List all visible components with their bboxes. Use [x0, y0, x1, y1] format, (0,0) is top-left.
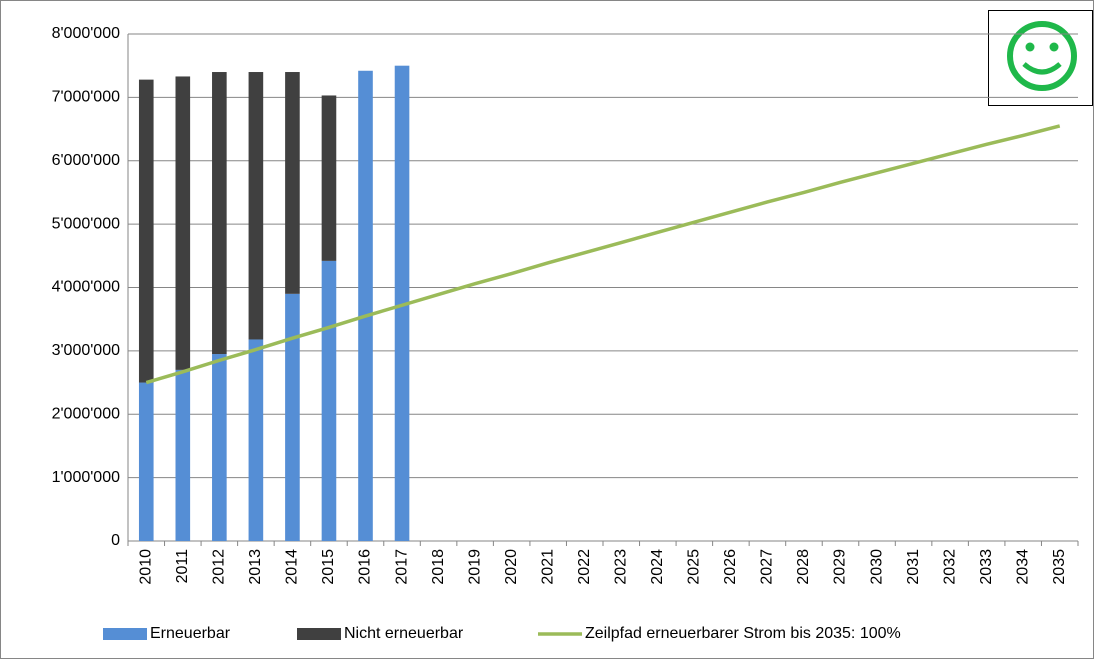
- bar: [138, 79, 154, 383]
- y-tick-label: 6'000'000: [52, 152, 121, 169]
- x-tick-label: 2024: [649, 549, 666, 585]
- bar: [138, 382, 154, 541]
- y-tick-label: 8'000'000: [52, 25, 121, 42]
- smiley-icon: [988, 10, 1093, 106]
- x-tick-label: 2014: [284, 549, 301, 585]
- x-tick-label: 2021: [539, 549, 556, 585]
- line: [145, 124, 1061, 385]
- x-tick-label: 2033: [978, 549, 995, 585]
- x-tick-label: 2015: [320, 549, 337, 585]
- y-tick-label: 3'000'000: [52, 342, 121, 359]
- legend-label: Nicht erneuerbar: [344, 625, 464, 642]
- x-tick-label: 2034: [1014, 549, 1031, 585]
- bar: [248, 72, 264, 340]
- legend-label: Zeilpfad erneuerbarer Strom bis 2035: 10…: [585, 625, 901, 642]
- x-tick-label: 2031: [905, 549, 922, 585]
- bar: [175, 76, 191, 370]
- y-tick-label: 4'000'000: [52, 279, 121, 296]
- bar: [394, 65, 410, 541]
- x-tick-label: 2030: [868, 549, 885, 585]
- x-tick-label: 2022: [576, 549, 593, 585]
- x-tick-label: 2010: [137, 549, 154, 585]
- y-tick-label: 2'000'000: [52, 405, 121, 422]
- x-tick-label: 2016: [357, 549, 374, 585]
- legend-swatch: [297, 628, 341, 640]
- bar: [358, 70, 373, 541]
- bar: [212, 72, 227, 355]
- y-tick-label: 0: [111, 532, 120, 549]
- x-tick-label: 2028: [795, 549, 812, 585]
- bar: [175, 369, 191, 541]
- bar: [321, 95, 337, 261]
- x-tick-label: 2026: [722, 549, 739, 585]
- x-tick-label: 2020: [503, 549, 520, 585]
- x-tick-label: 2019: [466, 549, 483, 585]
- legend-swatch: [103, 628, 147, 640]
- y-tick-label: 5'000'000: [52, 215, 121, 232]
- bar: [285, 72, 300, 294]
- x-tick-label: 2025: [686, 549, 703, 585]
- bar: [248, 339, 264, 541]
- x-tick-label: 2011: [174, 549, 191, 584]
- x-tick-label: 2012: [211, 549, 228, 585]
- x-tick-label: 2035: [1051, 549, 1068, 585]
- x-tick-label: 2027: [759, 549, 776, 585]
- y-tick-label: 1'000'000: [52, 469, 121, 486]
- bar: [285, 293, 300, 541]
- x-tick-label: 2013: [247, 549, 264, 585]
- bar: [321, 260, 337, 541]
- x-tick-label: 2023: [612, 549, 629, 585]
- x-tick-label: 2017: [393, 549, 410, 585]
- y-tick-label: 7'000'000: [52, 89, 121, 106]
- x-tick-label: 2018: [430, 549, 447, 585]
- x-tick-label: 2029: [832, 549, 849, 585]
- x-tick-label: 2032: [941, 549, 958, 585]
- legend-label: Erneuerbar: [150, 625, 231, 642]
- bar: [212, 354, 227, 541]
